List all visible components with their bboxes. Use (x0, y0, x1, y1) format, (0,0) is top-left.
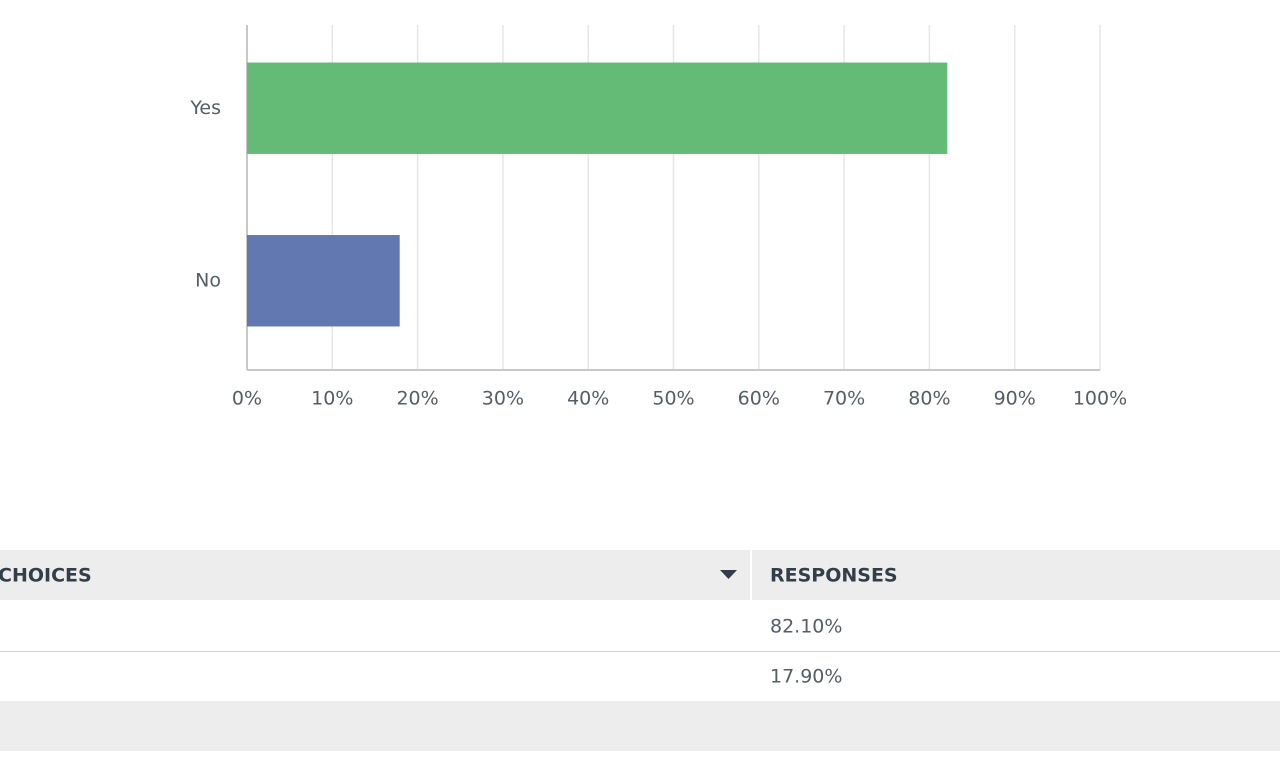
x-tick-label: 100% (1073, 388, 1127, 410)
y-tick-label: No (195, 269, 221, 291)
header-row (0, 550, 1280, 600)
chart: 0% 10% 20% 30% 40% 50% 60% 70% 80% 90% 100% Yes No (189, 25, 1127, 410)
x-tick-label: 90% (994, 388, 1036, 410)
footer-row (0, 701, 1280, 751)
x-tick-label: 60% (738, 388, 780, 410)
x-tick-label: 40% (567, 388, 609, 410)
x-tick-label: 80% (908, 388, 950, 410)
cell: 17.90% (770, 666, 842, 688)
x-tick-label: 30% (482, 388, 524, 410)
column-divider (750, 550, 752, 600)
x-tick-label: 50% (652, 388, 694, 410)
table: CHOICES RESPONSES 82.10% 17.90% (0, 550, 1280, 751)
bar (247, 235, 400, 327)
x-tick-label: 0% (232, 388, 262, 410)
x-tick-label: 10% (311, 388, 353, 410)
column-header[interactable]: RESPONSES (770, 565, 898, 587)
x-tick-label: 70% (823, 388, 865, 410)
bar (247, 62, 948, 154)
y-tick-label: Yes (189, 97, 221, 119)
column-header[interactable]: CHOICES (0, 565, 92, 587)
sort-icon[interactable] (720, 570, 737, 579)
x-tick-label: 20% (396, 388, 438, 410)
cell: 82.10% (770, 616, 842, 638)
